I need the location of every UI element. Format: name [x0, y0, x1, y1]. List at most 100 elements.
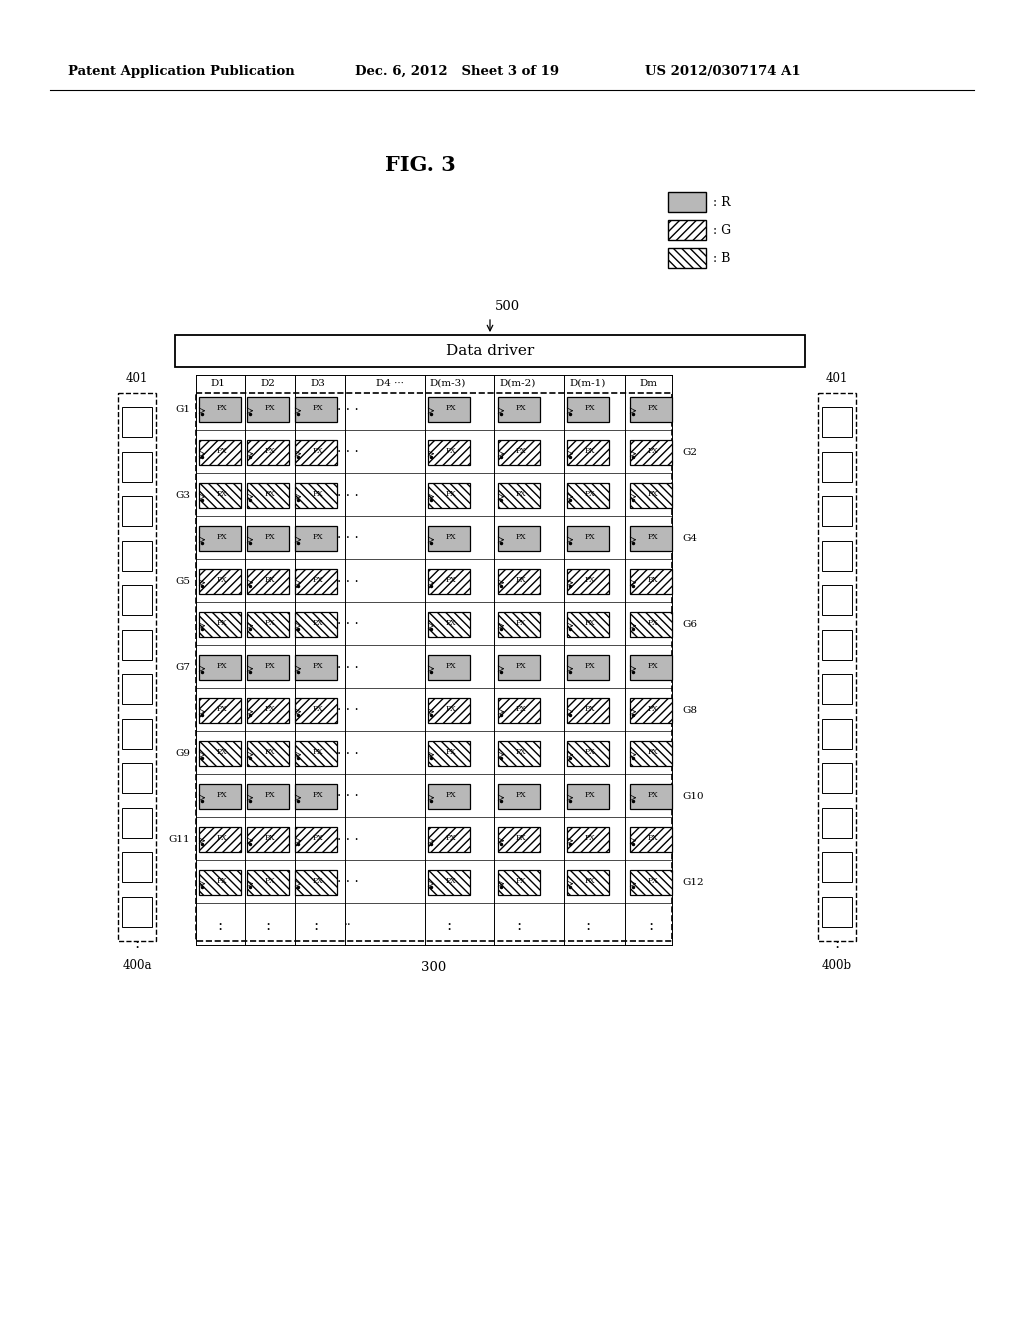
Text: PX: PX — [648, 748, 658, 756]
Text: PX: PX — [445, 791, 457, 799]
Text: D3: D3 — [310, 379, 326, 388]
Text: PX: PX — [648, 834, 658, 842]
Text: PX: PX — [265, 619, 275, 627]
Bar — [567, 483, 609, 508]
Bar — [199, 828, 241, 851]
Text: · · ·: · · · — [337, 403, 359, 417]
Bar — [498, 784, 540, 809]
Bar — [199, 698, 241, 723]
Text: PX: PX — [217, 533, 227, 541]
Bar — [668, 191, 706, 213]
Bar — [122, 451, 152, 482]
Text: PX: PX — [648, 577, 658, 585]
Bar — [247, 784, 289, 809]
Text: G5: G5 — [175, 577, 190, 586]
Bar — [247, 569, 289, 594]
Bar — [822, 451, 852, 482]
Text: PX: PX — [585, 404, 595, 412]
Text: PX: PX — [265, 663, 275, 671]
Bar — [567, 698, 609, 723]
Text: · · ·: · · · — [337, 660, 359, 675]
Bar — [630, 870, 672, 895]
Bar — [630, 525, 672, 550]
Bar — [199, 741, 241, 766]
Text: PX: PX — [516, 834, 526, 842]
Text: PX: PX — [313, 791, 324, 799]
Bar — [295, 828, 337, 851]
Text: G9: G9 — [175, 748, 190, 758]
Bar — [822, 675, 852, 705]
Text: PX: PX — [516, 748, 526, 756]
Bar — [822, 541, 852, 570]
Bar — [247, 741, 289, 766]
Text: G8: G8 — [682, 706, 697, 715]
Bar — [498, 698, 540, 723]
Text: PX: PX — [516, 404, 526, 412]
Text: · · ·: · · · — [337, 704, 359, 718]
Bar — [630, 397, 672, 422]
Bar — [630, 828, 672, 851]
Text: PX: PX — [217, 791, 227, 799]
Text: PX: PX — [648, 619, 658, 627]
Bar — [822, 853, 852, 882]
Bar — [247, 525, 289, 550]
Bar — [122, 541, 152, 570]
Text: PX: PX — [445, 878, 457, 886]
Text: PX: PX — [265, 490, 275, 498]
Bar — [295, 612, 337, 638]
Bar — [295, 483, 337, 508]
Bar — [428, 525, 470, 550]
Text: D(m-1): D(m-1) — [569, 379, 606, 388]
Bar — [122, 763, 152, 793]
Text: · · ·: · · · — [337, 446, 359, 459]
Bar — [630, 569, 672, 594]
Bar — [498, 741, 540, 766]
Text: PX: PX — [585, 619, 595, 627]
Text: PX: PX — [516, 447, 526, 455]
Text: PX: PX — [516, 663, 526, 671]
Bar — [630, 784, 672, 809]
Bar — [199, 870, 241, 895]
Text: 500: 500 — [495, 300, 520, 313]
Text: PX: PX — [516, 878, 526, 886]
Text: · · ·: · · · — [337, 618, 359, 631]
Text: · · ·: · · · — [337, 875, 359, 890]
Bar — [122, 630, 152, 660]
Bar — [822, 763, 852, 793]
Bar — [428, 440, 470, 465]
Bar — [295, 569, 337, 594]
Bar — [567, 612, 609, 638]
Text: PX: PX — [648, 878, 658, 886]
Text: 400a: 400a — [122, 960, 152, 972]
Text: PX: PX — [217, 490, 227, 498]
Text: PX: PX — [445, 577, 457, 585]
Bar — [428, 870, 470, 895]
Text: Dec. 6, 2012   Sheet 3 of 19: Dec. 6, 2012 Sheet 3 of 19 — [355, 65, 559, 78]
Bar — [122, 718, 152, 748]
Bar — [498, 569, 540, 594]
Bar — [428, 569, 470, 594]
Text: PX: PX — [648, 490, 658, 498]
Text: PX: PX — [313, 878, 324, 886]
Text: 400b: 400b — [822, 960, 852, 972]
Text: PX: PX — [265, 878, 275, 886]
Bar — [199, 612, 241, 638]
Text: PX: PX — [445, 705, 457, 713]
Text: Dm: Dm — [639, 379, 657, 388]
Text: PX: PX — [313, 748, 324, 756]
Text: : G: : G — [713, 223, 731, 236]
Text: PX: PX — [585, 577, 595, 585]
Bar — [295, 784, 337, 809]
Bar — [295, 741, 337, 766]
Text: PX: PX — [648, 663, 658, 671]
Bar — [295, 698, 337, 723]
Text: PX: PX — [445, 619, 457, 627]
Text: PX: PX — [445, 533, 457, 541]
Text: PX: PX — [585, 748, 595, 756]
Text: G12: G12 — [682, 878, 703, 887]
Text: · · ·: · · · — [337, 488, 359, 503]
Text: PX: PX — [265, 705, 275, 713]
Text: D2: D2 — [260, 379, 275, 388]
Text: PX: PX — [313, 577, 324, 585]
Bar — [630, 698, 672, 723]
